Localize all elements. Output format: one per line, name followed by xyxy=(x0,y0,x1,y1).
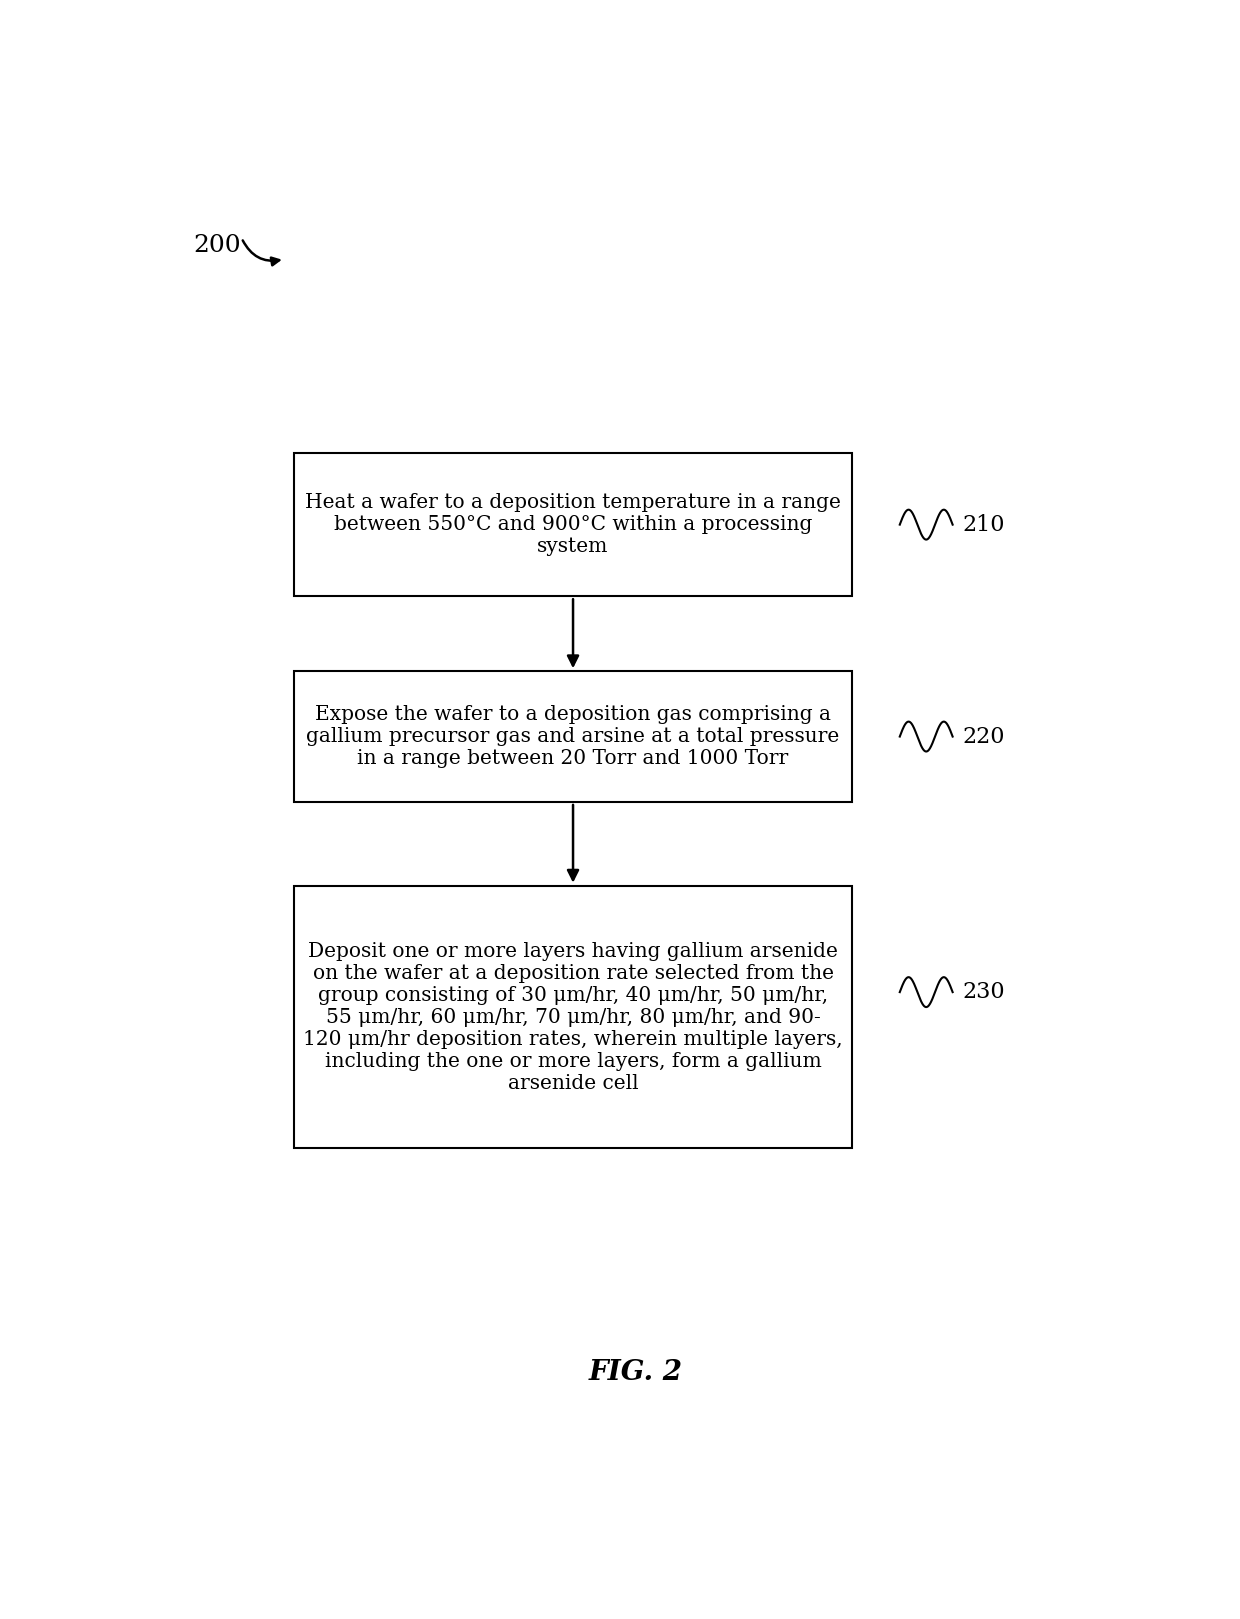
Text: Heat a wafer to a deposition temperature in a range
between 550°C and 900°C with: Heat a wafer to a deposition temperature… xyxy=(305,494,841,557)
Text: 230: 230 xyxy=(962,981,1004,1004)
Bar xyxy=(294,886,852,1148)
Text: 200: 200 xyxy=(193,235,241,257)
Text: FIG. 2: FIG. 2 xyxy=(589,1358,682,1386)
Text: Deposit one or more layers having gallium arsenide
on the wafer at a deposition : Deposit one or more layers having galliu… xyxy=(304,942,843,1093)
Text: 220: 220 xyxy=(962,725,1004,748)
Text: 210: 210 xyxy=(962,513,1004,536)
Bar xyxy=(294,453,852,596)
Text: Expose the wafer to a deposition gas comprising a
gallium precursor gas and arsi: Expose the wafer to a deposition gas com… xyxy=(306,704,839,767)
Bar xyxy=(294,672,852,801)
